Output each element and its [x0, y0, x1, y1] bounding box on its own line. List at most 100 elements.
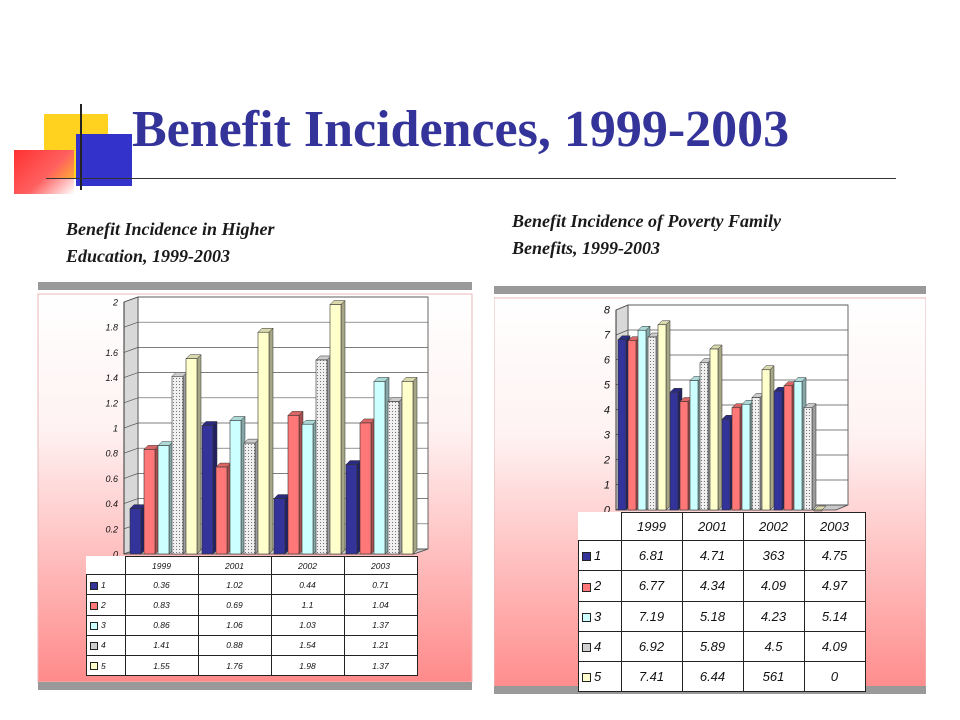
category-label: 1999: [620, 511, 683, 542]
data-label: 4.34: [681, 570, 744, 602]
data-label: 4.09: [742, 570, 805, 602]
legend-key: 2: [86, 594, 126, 616]
data-label: 6.77: [620, 570, 683, 602]
panel-top-bar: [494, 286, 926, 294]
gridline: [615, 329, 848, 336]
bar-1999-series-3: [157, 441, 174, 555]
bar-1999-series-4: [171, 371, 188, 555]
y-tick-label: 6: [604, 355, 611, 367]
bar-1999-series-5: [657, 320, 671, 511]
bar-2003-series-3: [373, 376, 390, 555]
legend-swatch: [90, 601, 98, 610]
bar-2002-series-5: [329, 299, 346, 555]
legend-swatch: [582, 612, 591, 622]
legend-key: 1: [86, 574, 126, 596]
bar-1999-series-2: [143, 444, 160, 555]
legend-key: 5: [578, 660, 622, 693]
legend-series-name: 2: [594, 578, 602, 594]
data-label: 5.89: [681, 630, 744, 662]
bar-2001-series-5: [257, 327, 274, 555]
table-row: 5 1.55 1.76 1.98 1.37: [86, 654, 418, 677]
table-row: 1 0.36 1.02 0.44 0.71: [86, 574, 418, 596]
legend-swatch: [90, 662, 98, 671]
legend-key: 5: [86, 654, 126, 677]
category-label: 2002: [742, 511, 805, 542]
bar-2003-series-4: [803, 403, 817, 511]
legend-series-name: 5: [594, 669, 602, 685]
bar-2002-series-4: [315, 355, 332, 555]
panel-top-bar: [38, 282, 472, 290]
legend-series-name: 3: [594, 608, 602, 624]
data-label: 0.83: [124, 594, 199, 616]
higher-education-chart-panel: 0 0.2 0.4 0.6 0.8 1 1.2 1.4 1.6 1.8 2 1999 2001 2002 2…: [32, 282, 474, 690]
y-tick-label: 5: [604, 380, 611, 392]
data-label: 0.69: [197, 594, 272, 616]
chart-data-table: 1999 2001 2002 2003 1 0.36 1.02 0.44 0.71 2 0.83 0.…: [86, 555, 418, 677]
data-label: 1.02: [197, 574, 272, 596]
legend-key: 3: [86, 614, 126, 636]
legend-swatch: [582, 673, 591, 683]
y-tick-label: 4: [604, 405, 610, 417]
data-label: 1.41: [124, 634, 199, 656]
left-subtitle-line2: Education, 1999-2003: [66, 246, 231, 266]
data-label: 1.37: [343, 614, 418, 636]
y-tick-label: 0.4: [105, 499, 118, 509]
bar-2002-series-3: [301, 419, 318, 555]
slide-title: Benefit Incidences, 1999-2003: [132, 101, 790, 158]
bar-2001-series-3: [229, 415, 246, 555]
y-tick-label: 0: [604, 505, 611, 517]
y-tick-label: 1: [113, 424, 118, 434]
data-label: 7.19: [620, 600, 683, 632]
category-label: 2001: [197, 555, 272, 576]
data-label: 4.97: [803, 570, 866, 602]
table-corner-cell: [87, 557, 126, 575]
y-tick-label: 7: [604, 330, 611, 342]
data-label: 0.86: [124, 614, 199, 636]
legend-series-name: 1: [594, 548, 602, 564]
legend-series-name: 4: [594, 638, 602, 654]
left-chart-subtitle: Benefit Incidence in Higher Education, 1…: [66, 216, 275, 270]
poverty-benefits-chart-panel: 0 1 2 3 4 5 6 7 8 1999 2001 2002 2003 1 6.81 4.71 363 4.7…: [494, 286, 926, 694]
legend-swatch: [582, 552, 591, 562]
left-subtitle-line1: Benefit Incidence in Higher: [66, 219, 275, 239]
legend-series-name: 4: [101, 640, 106, 651]
data-label: 4.23: [742, 600, 805, 632]
data-label: 363: [742, 540, 805, 572]
bar-2003-series-5: [813, 505, 827, 512]
legend-swatch: [90, 621, 98, 630]
table-row: 4 1.41 0.88 1.54 1.21: [86, 634, 418, 656]
data-label: 4.5: [742, 630, 805, 662]
data-label: 5.14: [803, 600, 866, 632]
data-label: 0.36: [124, 574, 199, 596]
y-tick-label: 8: [604, 305, 611, 317]
y-tick-label: 1.6: [105, 348, 118, 358]
legend-series-name: 5: [101, 660, 106, 671]
data-label: 6.44: [681, 660, 744, 693]
y-tick-label: 3: [604, 430, 611, 442]
data-label: 1.04: [343, 594, 418, 616]
data-label: 1.54: [270, 634, 345, 656]
legend-key: 4: [578, 630, 622, 662]
legend-series-name: 2: [101, 599, 106, 610]
y-tick-label: 0: [113, 550, 118, 560]
legend-swatch: [582, 582, 591, 592]
y-tick-label: 2: [603, 455, 610, 467]
legend-key: 1: [578, 540, 622, 572]
bar-1999-series-1: [129, 504, 146, 555]
legend-series-name: 3: [101, 620, 106, 631]
legend-key: 3: [578, 600, 622, 632]
bar-2002-series-5: [761, 365, 775, 511]
table-row: 1 6.81 4.71 363 4.75: [578, 540, 866, 572]
table-row: 5 7.41 6.44 561 0: [578, 660, 866, 693]
table-row: 2 6.77 4.34 4.09 4.97: [578, 570, 866, 602]
category-label: 2003: [343, 555, 418, 576]
data-label: 1.21: [343, 634, 418, 656]
data-label: 0.88: [197, 634, 272, 656]
data-label: 7.41: [620, 660, 683, 693]
table-corner-cell: [579, 513, 622, 541]
y-tick-label: 0.6: [105, 474, 118, 484]
bar-2003-series-2: [359, 418, 376, 555]
data-label: 4.71: [681, 540, 744, 572]
bar-2003-series-4: [387, 396, 404, 555]
data-label: 0.44: [270, 574, 345, 596]
